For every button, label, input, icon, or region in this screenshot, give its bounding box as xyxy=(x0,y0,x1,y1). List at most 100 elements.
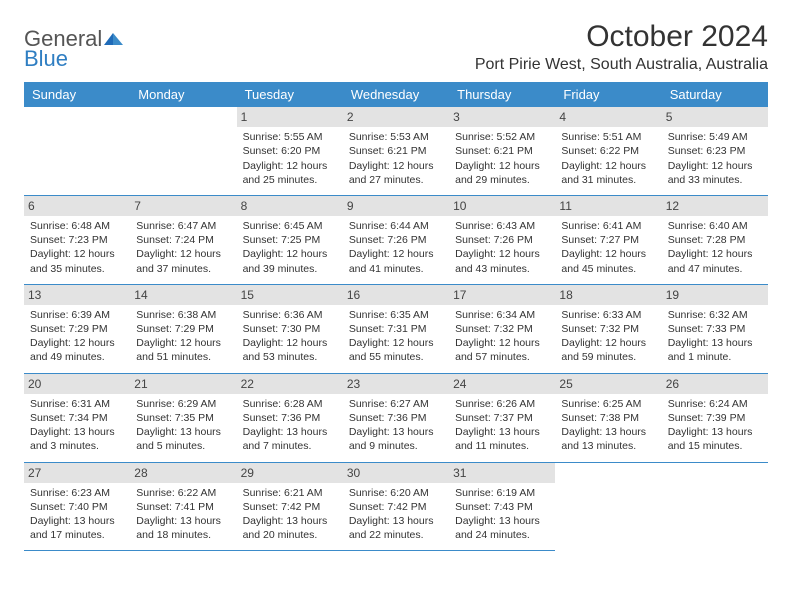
calendar-week-row: 27Sunrise: 6:23 AMSunset: 7:40 PMDayligh… xyxy=(24,462,768,551)
daylight-text: Daylight: 13 hours and 17 minutes. xyxy=(30,514,124,542)
day-info: Sunrise: 6:43 AMSunset: 7:26 PMDaylight:… xyxy=(455,219,549,276)
daylight-text: Daylight: 12 hours and 25 minutes. xyxy=(243,159,337,187)
sunrise-text: Sunrise: 6:47 AM xyxy=(136,219,230,233)
day-info: Sunrise: 6:33 AMSunset: 7:32 PMDaylight:… xyxy=(561,308,655,365)
calendar-cell: 11 Sunrise: 6:41 AMSunset: 7:27 PMDayligh… xyxy=(555,195,661,284)
sunset-text: Sunset: 7:28 PM xyxy=(668,233,762,247)
calendar-cell: 31Sunrise: 6:19 AMSunset: 7:43 PMDayligh… xyxy=(449,462,555,551)
calendar-cell-empty xyxy=(130,107,236,195)
sunrise-text: Sunrise: 5:55 AM xyxy=(243,130,337,144)
sunset-text: Sunset: 7:36 PM xyxy=(349,411,443,425)
sunset-text: Sunset: 7:42 PM xyxy=(349,500,443,514)
daylight-text: Daylight: 12 hours and 41 minutes. xyxy=(349,247,443,275)
sunset-text: Sunset: 7:43 PM xyxy=(455,500,549,514)
day-number: 11 xyxy=(555,196,661,216)
sunrise-text: Sunrise: 6:31 AM xyxy=(30,397,124,411)
calendar-cell: 8Sunrise: 6:45 AMSunset: 7:25 PMDaylight… xyxy=(237,195,343,284)
day-number: 2 xyxy=(343,107,449,127)
sunset-text: Sunset: 7:35 PM xyxy=(136,411,230,425)
day-number: 12 xyxy=(662,196,768,216)
calendar-cell: 10 Sunrise: 6:43 AMSunset: 7:26 PMDayligh… xyxy=(449,195,555,284)
daylight-text: Daylight: 12 hours and 47 minutes. xyxy=(668,247,762,275)
sunset-text: Sunset: 7:37 PM xyxy=(455,411,549,425)
sunrise-text: Sunrise: 6:33 AM xyxy=(561,308,655,322)
day-number: 24 xyxy=(449,374,555,394)
sunset-text: Sunset: 7:32 PM xyxy=(455,322,549,336)
sunset-text: Sunset: 6:20 PM xyxy=(243,144,337,158)
sunset-text: Sunset: 7:27 PM xyxy=(561,233,655,247)
daylight-text: Daylight: 13 hours and 15 minutes. xyxy=(668,425,762,453)
daylight-text: Daylight: 12 hours and 45 minutes. xyxy=(561,247,655,275)
day-info: Sunrise: 6:23 AMSunset: 7:40 PMDaylight:… xyxy=(30,486,124,543)
sunset-text: Sunset: 7:39 PM xyxy=(668,411,762,425)
day-number: 18 xyxy=(555,285,661,305)
sunrise-text: Sunrise: 6:27 AM xyxy=(349,397,443,411)
sunrise-text: Sunrise: 6:32 AM xyxy=(668,308,762,322)
daylight-text: Daylight: 12 hours and 53 minutes. xyxy=(243,336,337,364)
day-number: 25 xyxy=(555,374,661,394)
sunrise-text: Sunrise: 6:39 AM xyxy=(30,308,124,322)
sunrise-text: Sunrise: 6:41 AM xyxy=(561,219,655,233)
day-info: Sunrise: 6:44 AMSunset: 7:26 PMDaylight:… xyxy=(349,219,443,276)
calendar-cell: 3Sunrise: 5:52 AMSunset: 6:21 PMDaylight… xyxy=(449,107,555,195)
dayhead-tue: Tuesday xyxy=(237,82,343,107)
sunrise-text: Sunrise: 6:22 AM xyxy=(136,486,230,500)
calendar-cell: 13 Sunrise: 6:39 AMSunset: 7:29 PMDayligh… xyxy=(24,284,130,373)
daylight-text: Daylight: 12 hours and 29 minutes. xyxy=(455,159,549,187)
day-number: 10 xyxy=(449,196,555,216)
sunrise-text: Sunrise: 6:21 AM xyxy=(243,486,337,500)
daylight-text: Daylight: 12 hours and 59 minutes. xyxy=(561,336,655,364)
calendar-cell: 18 Sunrise: 6:33 AMSunset: 7:32 PMDayligh… xyxy=(555,284,661,373)
day-number: 20 xyxy=(24,374,130,394)
sunrise-text: Sunrise: 6:29 AM xyxy=(136,397,230,411)
day-number: 26 xyxy=(662,374,768,394)
calendar-week-row: 1Sunrise: 5:55 AMSunset: 6:20 PMDaylight… xyxy=(24,107,768,195)
calendar-cell: 16Sunrise: 6:35 AMSunset: 7:31 PMDayligh… xyxy=(343,284,449,373)
day-info: Sunrise: 6:27 AMSunset: 7:36 PMDaylight:… xyxy=(349,397,443,454)
calendar-cell: 12 Sunrise: 6:40 AMSunset: 7:28 PMDayligh… xyxy=(662,195,768,284)
day-info: Sunrise: 6:40 AMSunset: 7:28 PMDaylight:… xyxy=(668,219,762,276)
daylight-text: Daylight: 13 hours and 9 minutes. xyxy=(349,425,443,453)
sunrise-text: Sunrise: 6:48 AM xyxy=(30,219,124,233)
sunrise-text: Sunrise: 6:38 AM xyxy=(136,308,230,322)
brand-blue: Blue xyxy=(24,48,124,70)
day-number: 14 xyxy=(130,285,236,305)
sunrise-text: Sunrise: 5:51 AM xyxy=(561,130,655,144)
daylight-text: Daylight: 12 hours and 37 minutes. xyxy=(136,247,230,275)
day-number: 13 xyxy=(24,285,130,305)
day-info: Sunrise: 6:36 AMSunset: 7:30 PMDaylight:… xyxy=(243,308,337,365)
sunrise-text: Sunrise: 6:23 AM xyxy=(30,486,124,500)
day-number: 16 xyxy=(343,285,449,305)
daylight-text: Daylight: 12 hours and 31 minutes. xyxy=(561,159,655,187)
day-number: 3 xyxy=(449,107,555,127)
day-header-row: Sunday Monday Tuesday Wednesday Thursday… xyxy=(24,82,768,107)
calendar-cell: 15Sunrise: 6:36 AMSunset: 7:30 PMDayligh… xyxy=(237,284,343,373)
dayhead-sat: Saturday xyxy=(662,82,768,107)
dayhead-thu: Thursday xyxy=(449,82,555,107)
calendar-cell: 29Sunrise: 6:21 AMSunset: 7:42 PMDayligh… xyxy=(237,462,343,551)
calendar-week-row: 6Sunrise: 6:48 AMSunset: 7:23 PMDaylight… xyxy=(24,195,768,284)
calendar-cell: 14 Sunrise: 6:38 AMSunset: 7:29 PMDayligh… xyxy=(130,284,236,373)
sunrise-text: Sunrise: 6:45 AM xyxy=(243,219,337,233)
day-number: 30 xyxy=(343,463,449,483)
daylight-text: Daylight: 12 hours and 33 minutes. xyxy=(668,159,762,187)
calendar-cell: 7Sunrise: 6:47 AMSunset: 7:24 PMDaylight… xyxy=(130,195,236,284)
day-info: Sunrise: 6:25 AMSunset: 7:38 PMDaylight:… xyxy=(561,397,655,454)
sunset-text: Sunset: 7:26 PM xyxy=(455,233,549,247)
sunset-text: Sunset: 7:40 PM xyxy=(30,500,124,514)
daylight-text: Daylight: 12 hours and 27 minutes. xyxy=(349,159,443,187)
dayhead-fri: Friday xyxy=(555,82,661,107)
sunset-text: Sunset: 7:41 PM xyxy=(136,500,230,514)
brand-logo: GeneralBlue xyxy=(24,28,124,70)
sunset-text: Sunset: 7:30 PM xyxy=(243,322,337,336)
day-info: Sunrise: 6:38 AMSunset: 7:29 PMDaylight:… xyxy=(136,308,230,365)
dayhead-mon: Monday xyxy=(130,82,236,107)
sunrise-text: Sunrise: 6:19 AM xyxy=(455,486,549,500)
day-info: Sunrise: 6:39 AMSunset: 7:29 PMDaylight:… xyxy=(30,308,124,365)
daylight-text: Daylight: 13 hours and 13 minutes. xyxy=(561,425,655,453)
sunset-text: Sunset: 7:42 PM xyxy=(243,500,337,514)
daylight-text: Daylight: 12 hours and 35 minutes. xyxy=(30,247,124,275)
sunrise-text: Sunrise: 5:49 AM xyxy=(668,130,762,144)
sunset-text: Sunset: 7:32 PM xyxy=(561,322,655,336)
day-info: Sunrise: 6:45 AMSunset: 7:25 PMDaylight:… xyxy=(243,219,337,276)
